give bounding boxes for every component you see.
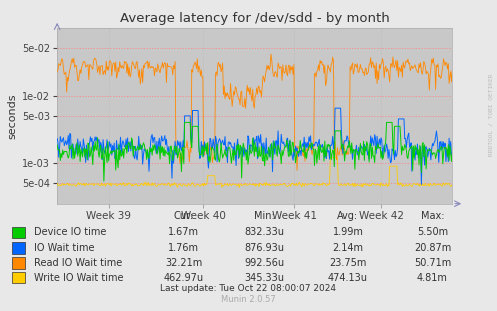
Text: Read IO Wait time: Read IO Wait time bbox=[34, 258, 122, 267]
Text: Last update: Tue Oct 22 08:00:07 2024: Last update: Tue Oct 22 08:00:07 2024 bbox=[161, 284, 336, 293]
Text: 50.71m: 50.71m bbox=[414, 258, 451, 267]
Text: 832.33u: 832.33u bbox=[245, 227, 284, 237]
Text: 5.50m: 5.50m bbox=[417, 227, 448, 237]
Text: Max:: Max: bbox=[420, 211, 444, 221]
Text: 23.75m: 23.75m bbox=[329, 258, 367, 267]
Text: 1.67m: 1.67m bbox=[168, 227, 199, 237]
Text: Min:: Min: bbox=[254, 211, 275, 221]
Y-axis label: seconds: seconds bbox=[8, 93, 18, 139]
Text: 1.76m: 1.76m bbox=[168, 243, 199, 253]
Text: Device IO time: Device IO time bbox=[34, 227, 106, 237]
Text: 474.13u: 474.13u bbox=[328, 272, 368, 282]
Text: RRDTOOL / TOBI OETIKER: RRDTOOL / TOBI OETIKER bbox=[489, 74, 494, 156]
Text: 2.14m: 2.14m bbox=[332, 243, 363, 253]
Text: Munin 2.0.57: Munin 2.0.57 bbox=[221, 295, 276, 304]
Text: 462.97u: 462.97u bbox=[164, 272, 204, 282]
Text: 876.93u: 876.93u bbox=[245, 243, 284, 253]
Text: 4.81m: 4.81m bbox=[417, 272, 448, 282]
Text: 992.56u: 992.56u bbox=[245, 258, 284, 267]
Text: 1.99m: 1.99m bbox=[332, 227, 363, 237]
Text: Write IO Wait time: Write IO Wait time bbox=[34, 272, 123, 282]
Text: 32.21m: 32.21m bbox=[166, 258, 202, 267]
Title: Average latency for /dev/sdd - by month: Average latency for /dev/sdd - by month bbox=[120, 12, 390, 26]
Text: IO Wait time: IO Wait time bbox=[34, 243, 94, 253]
Text: Cur:: Cur: bbox=[174, 211, 194, 221]
Text: 20.87m: 20.87m bbox=[414, 243, 451, 253]
Text: Avg:: Avg: bbox=[337, 211, 358, 221]
Text: 345.33u: 345.33u bbox=[245, 272, 284, 282]
